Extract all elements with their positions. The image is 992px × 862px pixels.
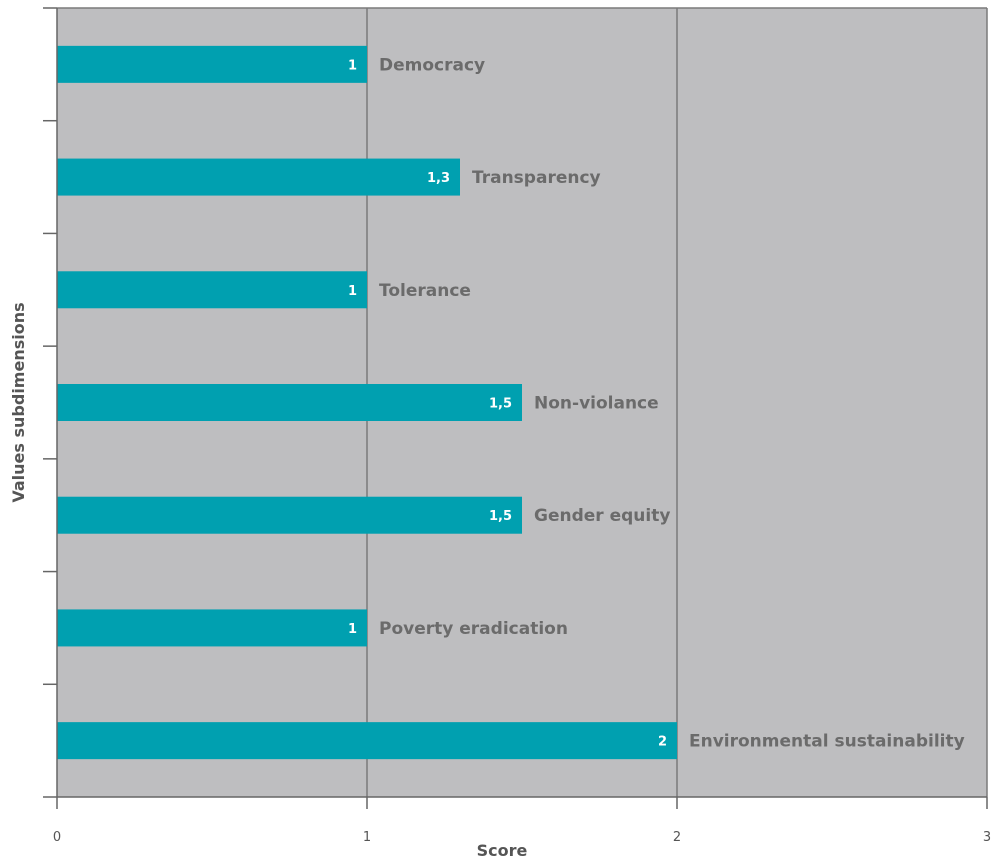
- bar-5: [57, 609, 367, 647]
- bar-0: [57, 45, 367, 83]
- x-tick-label-1: 1: [363, 830, 371, 845]
- bar-4: [57, 496, 522, 534]
- data-label-4: 1,5: [489, 509, 512, 524]
- x-tick-label-0: 0: [53, 830, 61, 845]
- category-label-5: Poverty eradication: [379, 619, 568, 639]
- data-label-1: 1,3: [427, 171, 450, 186]
- category-label-1: Transparency: [472, 168, 601, 188]
- data-label-2: 1: [348, 284, 357, 299]
- data-label-3: 1,5: [489, 397, 512, 412]
- category-label-6: Environmental sustainability: [689, 732, 965, 752]
- bars: 1 Democracy 1,3 Transparency 1 Tolerance 1,5 No…: [57, 45, 965, 760]
- category-label-4: Gender equity: [534, 506, 670, 526]
- category-label-2: Tolerance: [379, 281, 471, 301]
- x-axis-title: Score: [477, 841, 528, 860]
- bar-2: [57, 271, 367, 309]
- category-label-3: Non-violance: [534, 394, 659, 414]
- bar-1: [57, 158, 460, 196]
- y-axis-title: Values subdimensions: [9, 302, 28, 502]
- bar-3: [57, 384, 522, 421]
- data-label-5: 1: [348, 622, 357, 637]
- data-label-6: 2: [658, 735, 667, 750]
- grid-lines: [57, 7, 988, 797]
- category-label-0: Democracy: [379, 55, 485, 75]
- bar-6: [57, 722, 677, 760]
- axes: 0 1 2 3: [43, 7, 991, 845]
- x-tick-label-2: 2: [673, 830, 681, 845]
- x-tick-label-3: 3: [983, 830, 991, 845]
- data-label-0: 1: [348, 58, 357, 73]
